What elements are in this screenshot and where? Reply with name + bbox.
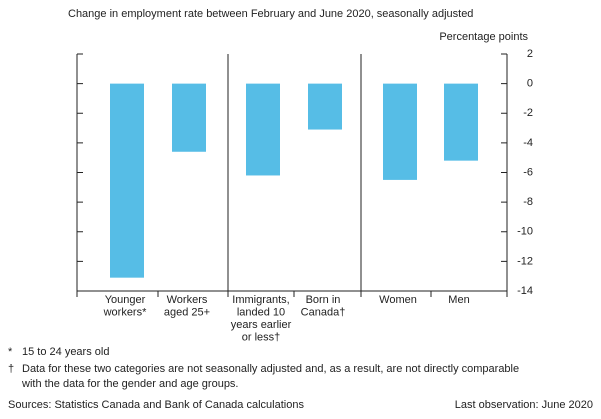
y-tick-label: -4 [523, 137, 533, 149]
bar [172, 83, 206, 152]
x-tick-label: Men [448, 294, 469, 306]
y-tick-label: -8 [523, 196, 533, 208]
x-tick-label: workers* [103, 306, 148, 318]
note-text: 15 to 24 years old [22, 346, 109, 358]
chart-subtitle: Change in employment rate between Februa… [68, 8, 473, 20]
x-tick-label: or less† [242, 331, 281, 343]
bar [383, 83, 417, 180]
y-tick-label: -2 [523, 107, 533, 119]
x-tick-label: aged 25+ [164, 306, 210, 318]
bar [246, 83, 280, 176]
note-text: Data for these two categories are not se… [22, 363, 519, 375]
y-axis-label: Percentage points [439, 31, 528, 43]
y-tick-label: -6 [523, 166, 533, 178]
x-tick-label: Immigrants, [232, 294, 289, 306]
bar [444, 83, 478, 161]
x-tick-label: years earlier [231, 319, 292, 331]
x-tick-label: Born in [306, 294, 341, 306]
y-tick-label: -10 [517, 226, 533, 238]
source: Sources: Statistics Canada and Bank of C… [8, 399, 304, 411]
bar [308, 83, 342, 130]
y-tick-label: 0 [527, 78, 533, 90]
x-tick-label: Canada† [301, 306, 346, 318]
bar [110, 83, 144, 278]
note-symbol: * [8, 346, 13, 358]
x-tick-label: landed 10 [237, 306, 285, 318]
y-tick-label: -12 [517, 255, 533, 267]
x-tick-label: Younger [105, 294, 146, 306]
y-tick-label: -14 [517, 285, 533, 297]
x-tick-label: Workers [167, 294, 208, 306]
y-tick-label: 2 [527, 48, 533, 60]
note-text: with the data for the gender and age gro… [21, 378, 239, 390]
note-symbol: † [8, 363, 14, 375]
x-tick-label: Women [379, 294, 417, 306]
last-observation: Last observation: June 2020 [455, 399, 593, 411]
